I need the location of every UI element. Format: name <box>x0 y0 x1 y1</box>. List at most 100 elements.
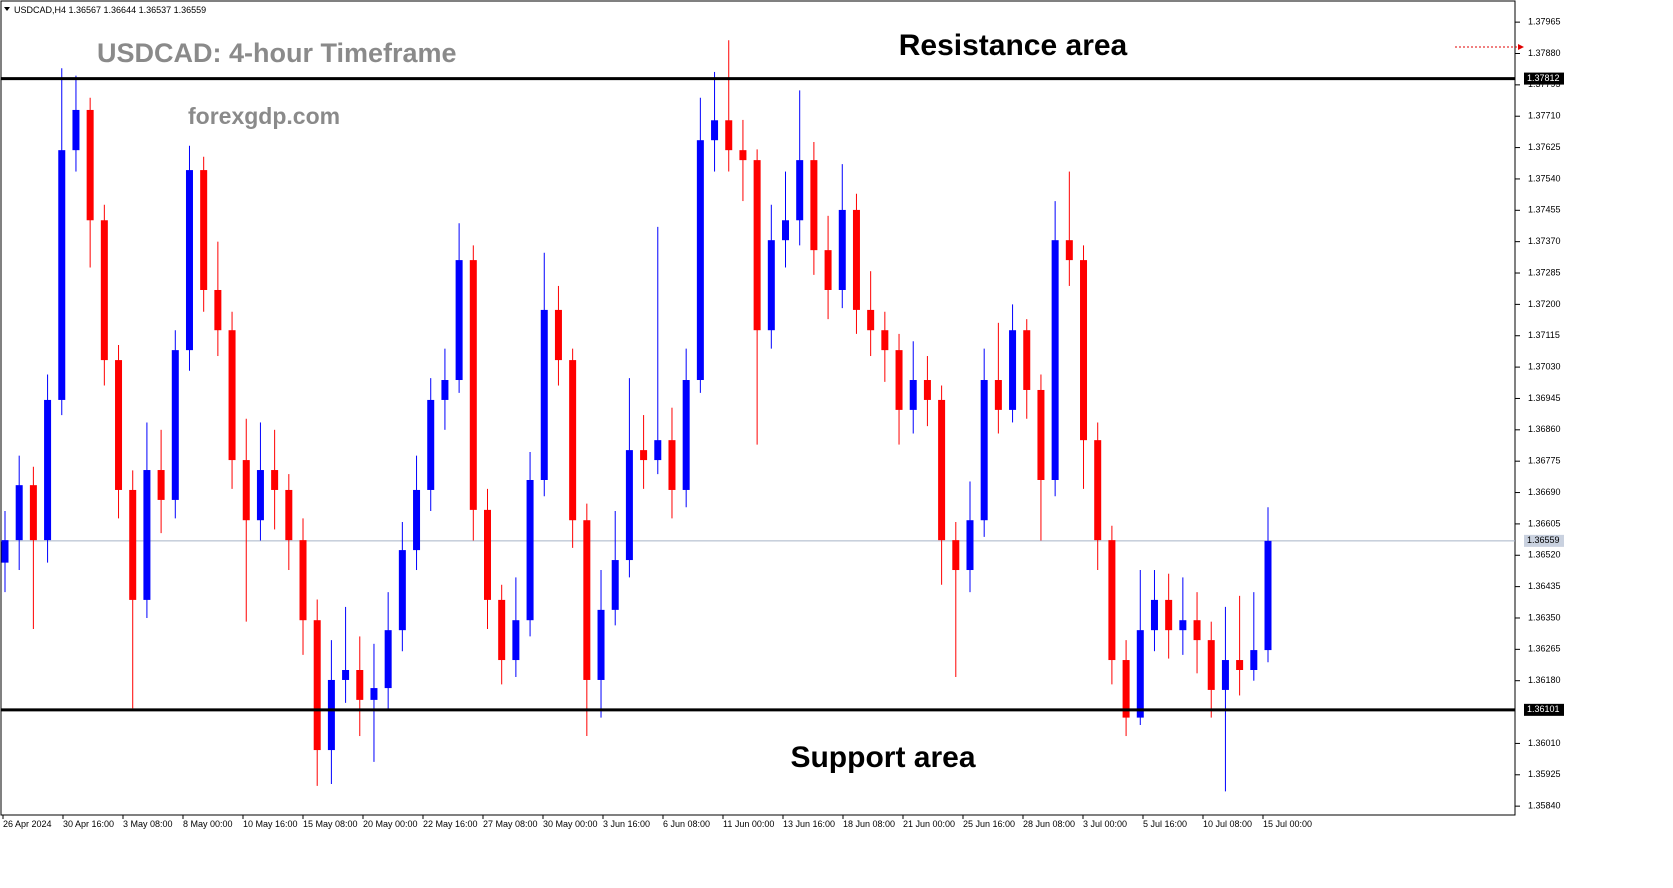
candle-body <box>554 309 562 361</box>
candle-body <box>852 209 860 310</box>
x-tick-label: 21 Jun 00:00 <box>903 819 955 829</box>
candle-body <box>242 460 250 521</box>
candle-body <box>796 160 804 221</box>
x-tick-label: 15 Jul 00:00 <box>1263 819 1312 829</box>
candle-body <box>200 170 208 290</box>
candle-body <box>1136 630 1144 718</box>
x-tick-label: 25 Jun 16:00 <box>963 819 1015 829</box>
candle-body <box>952 540 960 571</box>
y-tick-label: 1.36520 <box>1528 550 1561 560</box>
candle-body <box>994 380 1002 410</box>
candle-body <box>1065 240 1073 261</box>
candle-body <box>938 399 946 541</box>
x-tick-label: 15 May 08:00 <box>303 819 358 829</box>
candle-body <box>867 309 875 331</box>
candle-body <box>271 470 279 490</box>
x-tick-label: 30 May 00:00 <box>543 819 598 829</box>
candle-body <box>640 450 648 461</box>
candle-body <box>455 260 463 381</box>
candle-body <box>625 450 633 561</box>
candle-body <box>526 479 534 621</box>
candle-body <box>583 520 591 680</box>
candle-body <box>342 670 350 680</box>
candle-body <box>483 509 491 600</box>
y-tick-label: 1.36860 <box>1528 424 1561 434</box>
y-tick-label: 1.37880 <box>1528 48 1561 58</box>
candle-body <box>739 150 747 161</box>
candle-body <box>782 220 790 241</box>
candle-body <box>1080 260 1088 441</box>
candle-body <box>100 220 108 361</box>
x-tick-label: 26 Apr 2024 <box>3 819 52 829</box>
candle-body <box>569 360 577 521</box>
candle-body <box>1108 540 1116 661</box>
candle-body <box>1037 389 1045 480</box>
y-tick-label: 1.36010 <box>1528 738 1561 748</box>
candle-body <box>469 260 477 510</box>
annotation: Resistance area <box>899 29 1128 62</box>
x-tick-label: 10 May 16:00 <box>243 819 298 829</box>
y-tick-label: 1.37370 <box>1528 236 1561 246</box>
candle-body <box>356 670 364 700</box>
candle-body <box>725 120 733 151</box>
y-tick-label: 1.36180 <box>1528 675 1561 685</box>
x-tick-label: 5 Jul 16:00 <box>1143 819 1187 829</box>
y-tick-label: 1.36350 <box>1528 612 1561 622</box>
y-tick-label: 1.36690 <box>1528 487 1561 497</box>
candle-body <box>413 489 421 551</box>
candle-body <box>838 209 846 290</box>
candle-body <box>15 485 23 541</box>
y-tick-label: 1.37200 <box>1528 299 1561 309</box>
candle-body <box>398 550 406 631</box>
x-tick-label: 3 May 08:00 <box>123 819 173 829</box>
x-tick-label: 27 May 08:00 <box>483 819 538 829</box>
candle-body <box>299 540 307 621</box>
y-tick-label: 1.36605 <box>1528 518 1561 528</box>
candle-body <box>143 470 151 600</box>
candle-body <box>654 440 662 461</box>
candle-body <box>966 520 974 571</box>
candle-body <box>228 330 236 461</box>
y-tick-label: 1.37965 <box>1528 17 1561 27</box>
annotation: Support area <box>790 741 975 774</box>
candle-body <box>171 350 179 500</box>
x-tick-label: 3 Jun 16:00 <box>603 819 650 829</box>
chart-header: USDCAD,H4 1.36567 1.36644 1.36537 1.3655… <box>14 5 206 15</box>
candle-body <box>384 630 392 689</box>
candle-body <box>1221 660 1229 690</box>
candle-body <box>512 620 520 661</box>
candle-body <box>115 360 123 490</box>
candle-body <box>1 540 9 563</box>
price-arrow-head <box>1518 44 1524 50</box>
x-tick-label: 13 Jun 16:00 <box>783 819 835 829</box>
candle-body <box>611 560 619 610</box>
candle-body <box>711 120 719 141</box>
y-tick-label: 1.37285 <box>1528 267 1561 277</box>
candle-body <box>923 380 931 400</box>
candle-body <box>1250 650 1258 671</box>
x-tick-label: 20 May 00:00 <box>363 819 418 829</box>
candle-body <box>895 350 903 410</box>
candle-body <box>58 150 66 400</box>
y-tick-label: 1.37625 <box>1528 142 1561 152</box>
y-tick-label: 1.36265 <box>1528 644 1561 654</box>
candle-body <box>29 485 37 541</box>
candle-body <box>285 489 293 541</box>
x-tick-label: 3 Jul 00:00 <box>1083 819 1127 829</box>
candle-body <box>313 620 321 751</box>
y-tick-label: 1.37710 <box>1528 111 1561 121</box>
candle-body <box>1207 640 1215 690</box>
x-tick-label: 30 Apr 16:00 <box>63 819 114 829</box>
candle-body <box>980 380 988 521</box>
candle-body <box>881 330 889 351</box>
level-label: 1.37812 <box>1527 73 1560 83</box>
y-tick-label: 1.36945 <box>1528 393 1561 403</box>
candle-body <box>370 688 378 700</box>
candle-body <box>185 170 193 351</box>
y-tick-label: 1.36775 <box>1528 456 1561 466</box>
candle-body <box>682 380 690 490</box>
candle-body <box>540 309 548 480</box>
chart-title: USDCAD: 4-hour Timeframe <box>97 38 457 68</box>
plot-frame <box>0 0 1516 816</box>
candle-body <box>1051 240 1059 480</box>
